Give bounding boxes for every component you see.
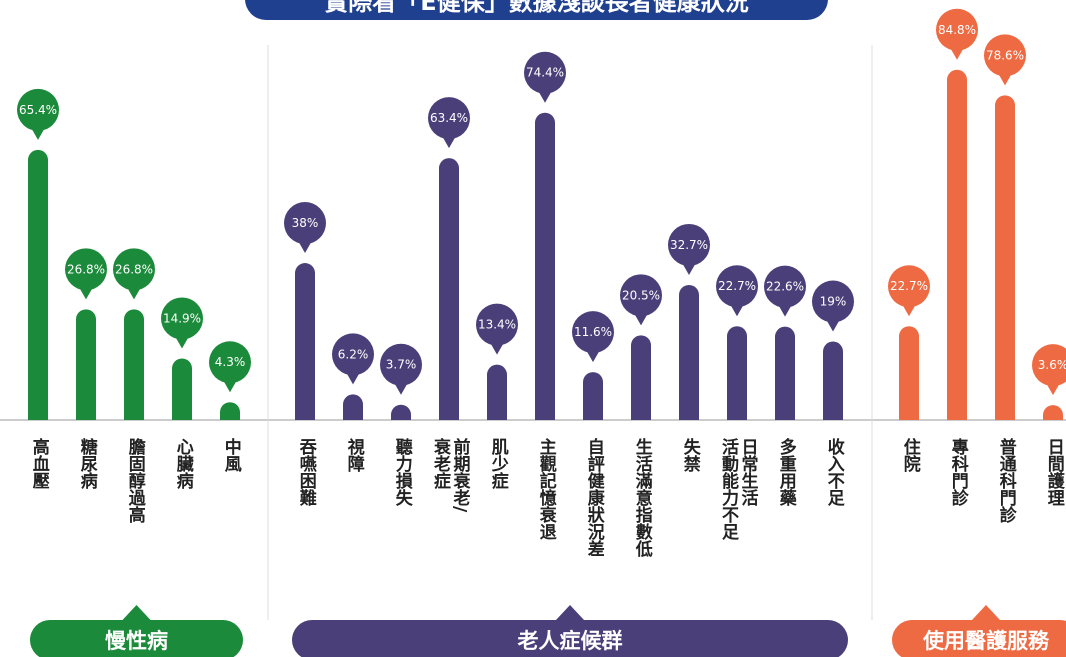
value-label: 65.4%	[19, 103, 57, 117]
category-label: 日常生活 活動能力不足	[718, 438, 758, 540]
value-label: 6.2%	[338, 347, 369, 361]
bubble	[524, 51, 566, 94]
value-label: 22.7%	[890, 279, 928, 293]
bar	[775, 326, 795, 420]
bar	[220, 402, 240, 420]
value-label: 22.6%	[766, 280, 804, 294]
bar	[947, 69, 967, 420]
bar	[535, 112, 555, 420]
bar	[583, 372, 603, 420]
category-label: 中風	[220, 438, 241, 472]
category-label: 多重用藥	[775, 438, 796, 506]
category-label: 前期衰老/ 衰老症	[430, 438, 470, 513]
bubble	[936, 8, 978, 51]
category-label: 糖尿病	[76, 438, 97, 489]
value-label: 19%	[820, 295, 847, 309]
value-label: 38%	[292, 216, 319, 230]
bubble	[113, 248, 155, 291]
bar	[1043, 405, 1063, 420]
bubble	[764, 265, 806, 308]
value-label: 20.5%	[622, 288, 660, 302]
value-label: 84.8%	[938, 23, 976, 37]
bubble	[620, 274, 662, 317]
bar	[295, 263, 315, 420]
category-label: 日間護理	[1043, 438, 1064, 506]
bubble	[888, 265, 930, 308]
bubble	[1032, 344, 1066, 387]
bubble	[332, 333, 374, 376]
category-label: 肌少症	[487, 438, 508, 489]
group-label: 老人症候群	[292, 620, 848, 657]
category-label: 專科門診	[947, 438, 968, 506]
category-label: 高血壓	[28, 438, 49, 489]
bar	[28, 149, 48, 420]
category-label: 生活滿意指數低	[631, 438, 652, 557]
value-label: 3.7%	[386, 358, 417, 372]
value-label: 11.6%	[574, 325, 612, 339]
value-label: 3.6%	[1038, 358, 1066, 372]
category-label: 普通科門診	[995, 438, 1016, 523]
bar	[899, 326, 919, 420]
value-label: 78.6%	[986, 48, 1024, 62]
category-label: 收入不足	[823, 438, 844, 506]
bubble	[284, 202, 326, 245]
category-label: 自評健康狀況差	[583, 438, 604, 557]
bubble	[572, 311, 614, 354]
bubble	[984, 34, 1026, 77]
bubble	[209, 341, 251, 384]
category-label: 吞嚥困難	[295, 438, 316, 506]
bubble	[476, 303, 518, 346]
value-label: 26.8%	[115, 262, 153, 276]
bubble	[161, 297, 203, 340]
category-label: 聽力損失	[391, 438, 412, 506]
group-label: 使用醫護服務	[892, 620, 1066, 657]
bar	[679, 284, 699, 420]
bubble	[428, 97, 470, 140]
value-label: 32.7%	[670, 238, 708, 252]
bar	[823, 341, 843, 420]
bar	[995, 95, 1015, 420]
bar	[439, 158, 459, 420]
bubble	[668, 223, 710, 266]
value-label: 14.9%	[163, 311, 201, 325]
group-label: 慢性病	[30, 620, 243, 657]
category-label: 心臟病	[172, 438, 193, 489]
bar	[727, 326, 747, 420]
bar	[76, 309, 96, 420]
value-label: 63.4%	[430, 111, 468, 125]
value-label: 13.4%	[478, 318, 516, 332]
bar	[343, 394, 363, 420]
bubble	[380, 343, 422, 386]
bubble	[716, 265, 758, 308]
value-label: 22.7%	[718, 279, 756, 293]
category-label: 主觀記憶衰退	[535, 438, 556, 540]
category-label: 膽固醇過高	[124, 438, 145, 523]
pill-pointer	[972, 605, 1000, 620]
pill-pointer	[556, 605, 584, 620]
bar	[391, 404, 412, 420]
value-label: 4.3%	[215, 355, 246, 369]
value-label: 74.4%	[526, 66, 564, 80]
bar	[172, 358, 192, 420]
category-label: 視障	[343, 438, 364, 472]
pill-pointer	[122, 605, 151, 620]
category-label: 住院	[899, 438, 920, 472]
bar	[487, 364, 507, 420]
bubble	[17, 88, 59, 131]
title: 實際看「E健保」數據淺談長者健康狀況	[245, 0, 828, 20]
value-label: 26.8%	[67, 262, 105, 276]
bubble	[65, 248, 107, 291]
category-label: 失禁	[679, 438, 700, 472]
bar	[631, 335, 651, 420]
bar	[124, 309, 144, 420]
bubble	[812, 280, 854, 323]
